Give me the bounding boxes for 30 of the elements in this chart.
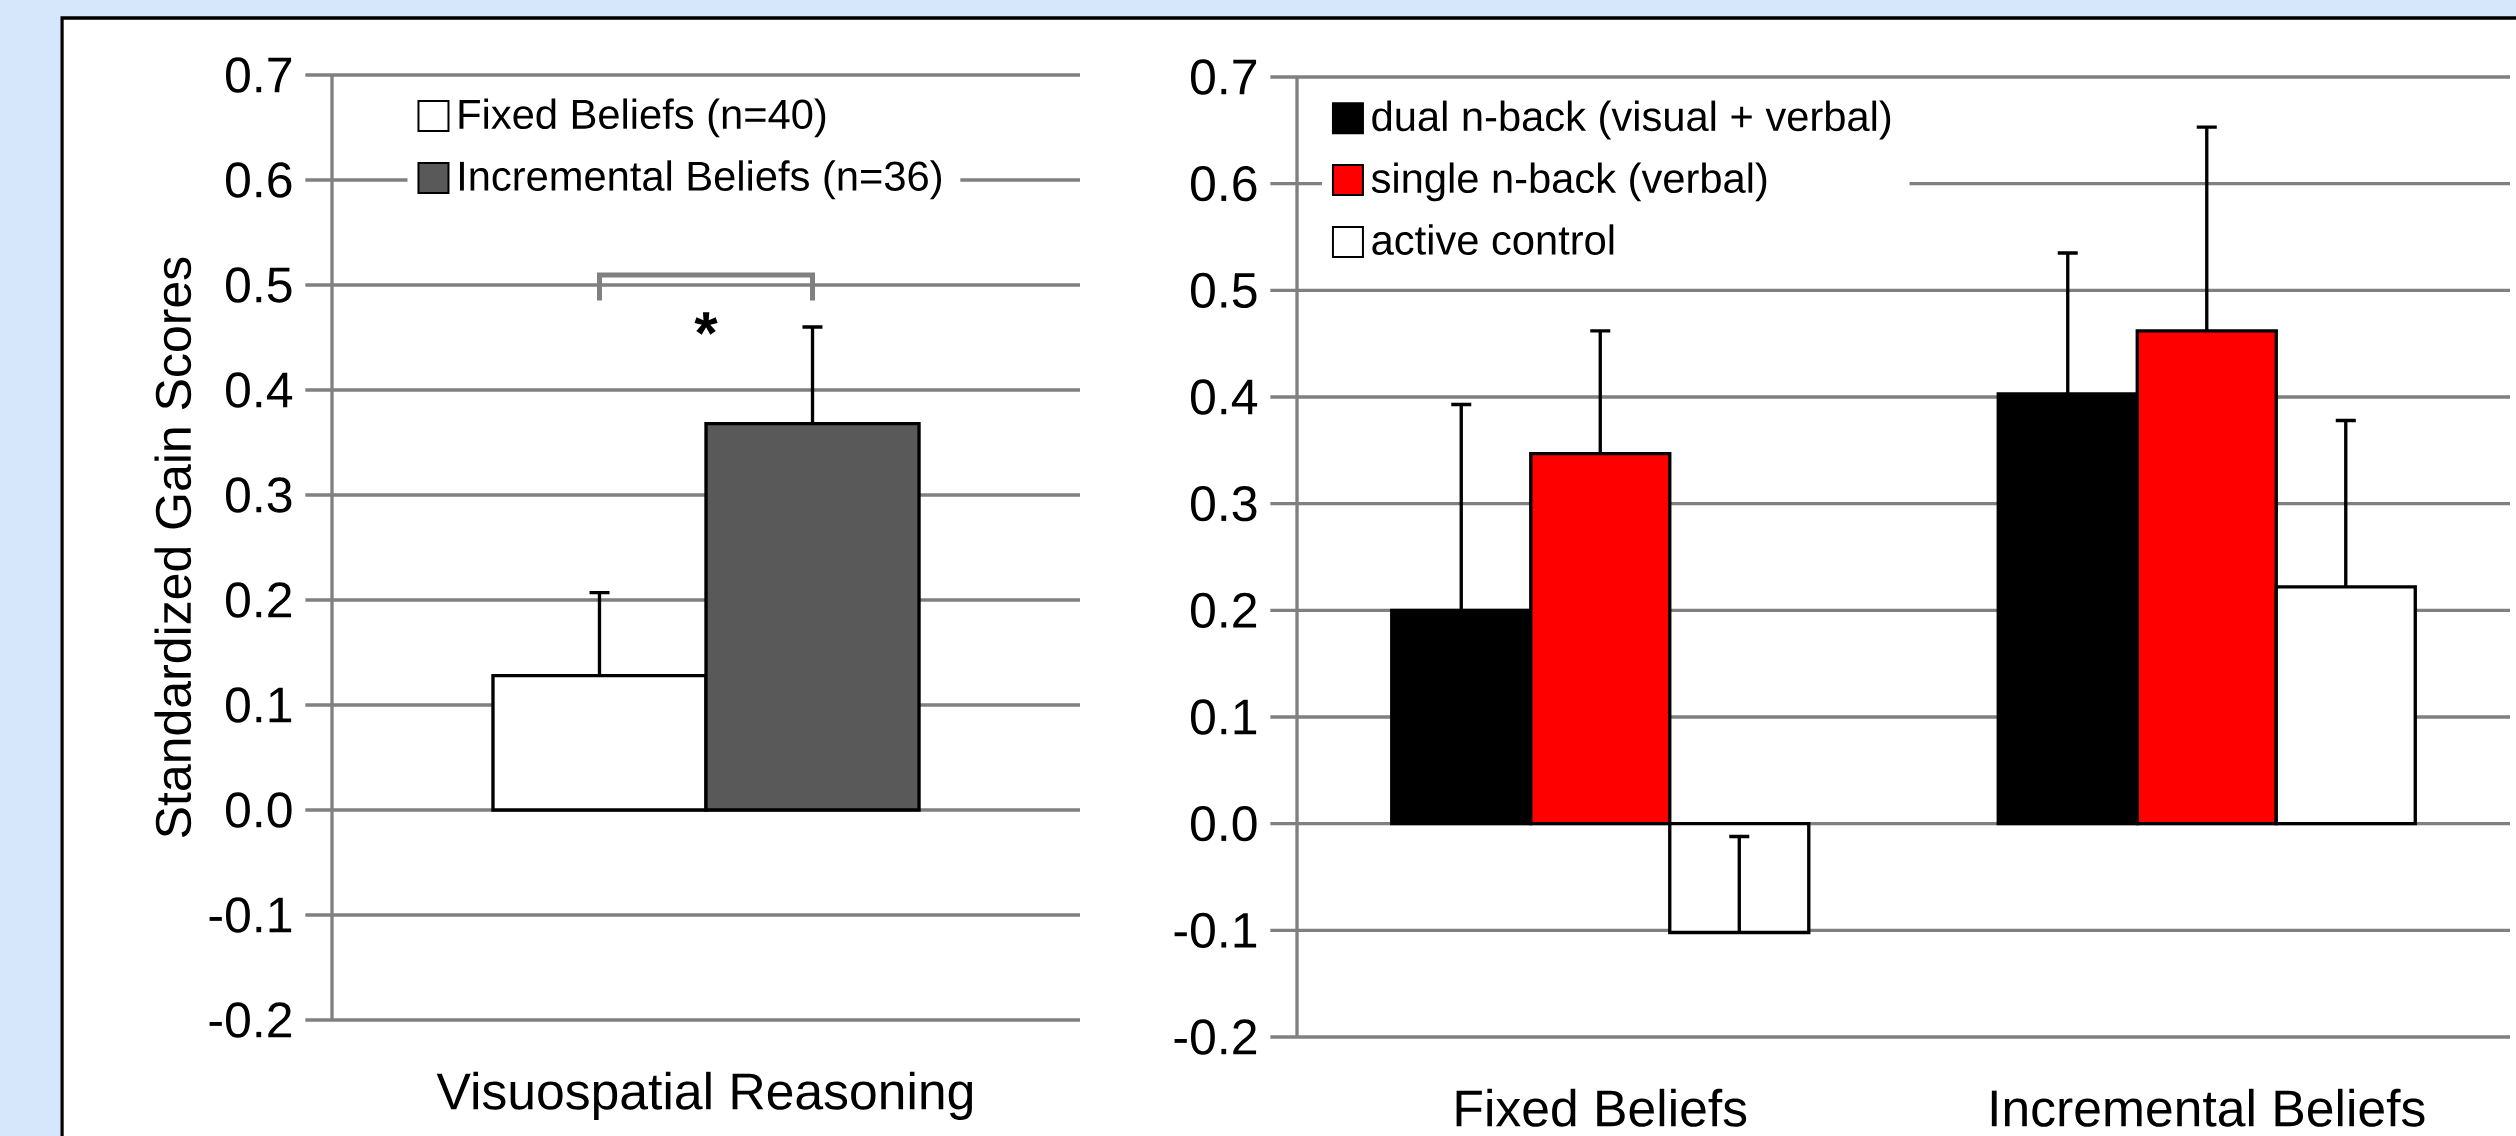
y-tick-label: 0.2 [1190, 592, 1257, 629]
y-tick-label: -0.2 [209, 1002, 292, 1038]
y-tick-label: 0.6 [225, 162, 292, 198]
y-tick-label: -0.2 [1174, 1019, 1257, 1055]
y-tick-label: 0.6 [1190, 165, 1257, 202]
y-tick-label: 0.4 [1190, 379, 1258, 415]
y-tick-label: 0.1 [1190, 699, 1257, 735]
y-tick-label: 0.0 [1190, 805, 1257, 842]
y-tick-label: 0.3 [225, 477, 292, 513]
legend-label: dual n-back (visual + verbal) [1372, 100, 1891, 140]
x-tick-label: Visuospatial Reasoning [436, 1071, 973, 1120]
y-tick-label: -0.1 [209, 897, 292, 933]
y-tick-label: 0.5 [1190, 272, 1257, 309]
legend-label: single n-back (verbal) [1371, 162, 1767, 202]
y-tick-label: 0.5 [225, 267, 292, 303]
legend-label: Fixed Beliefs (n=40) [459, 98, 826, 138]
y-tick-label: 0.1 [225, 687, 292, 723]
y-tick-label: 0.0 [225, 792, 292, 828]
legend-label: Incremental Beliefs (n=36) [460, 160, 941, 200]
y-axis-title: Standardized Gain Scores [154, 257, 192, 838]
x-tick-label: Incremental Beliefs [1991, 1088, 2425, 1127]
legend-label: active control [1372, 224, 1614, 255]
y-tick-label: 0.7 [225, 57, 292, 93]
y-tick-label: 0.2 [225, 582, 292, 618]
annotation: * [694, 312, 718, 335]
y-tick-label: 0.7 [1190, 59, 1257, 95]
y-tick-label: -0.1 [1174, 912, 1257, 949]
y-tick-label: 0.3 [1190, 485, 1257, 522]
x-tick-label: Fixed Beliefs [1456, 1088, 1747, 1127]
y-tick-label: 0.4 [225, 372, 293, 408]
